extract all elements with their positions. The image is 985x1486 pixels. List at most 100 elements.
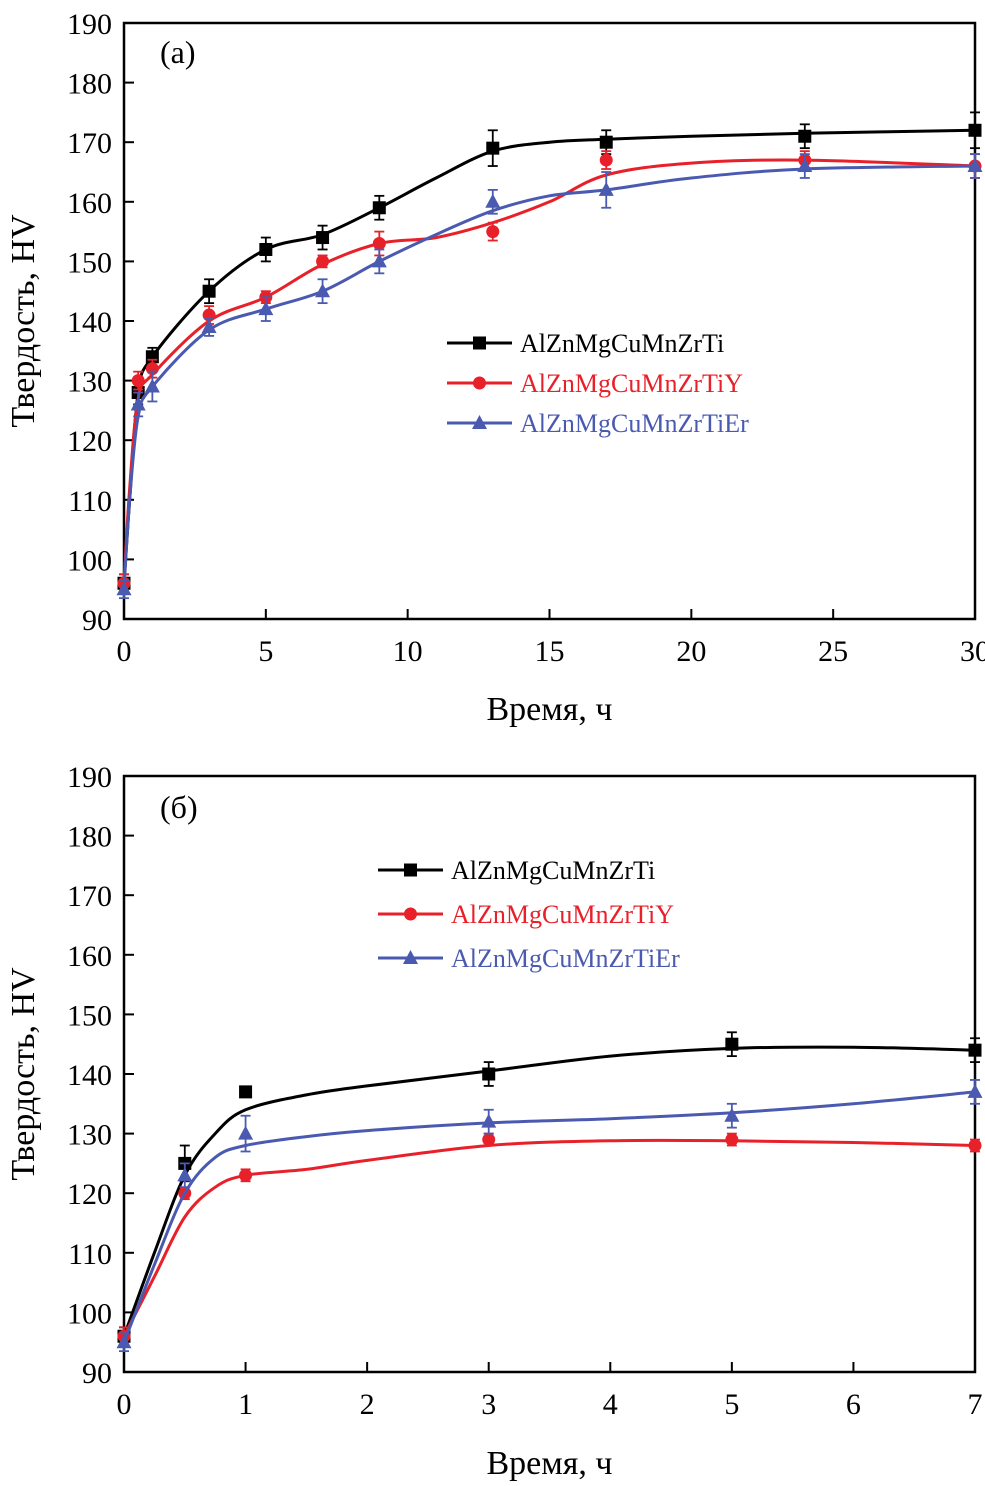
legend-marker xyxy=(472,415,487,429)
y-tick-label: 130 xyxy=(67,366,112,399)
panel-b: 0 1 2 3 4 5 6 7 90 100 110 120 130 140 150 160 170 180 190… xyxy=(5,761,983,1482)
data-point xyxy=(598,181,614,196)
series-1: AlZnMgCuMnZrTi xyxy=(117,856,982,1347)
data-point xyxy=(131,374,145,388)
data-point xyxy=(177,1167,193,1182)
y-axis-title: Твердость, HV xyxy=(5,214,42,428)
x-tick-label: 20 xyxy=(676,635,706,668)
data-point xyxy=(372,237,386,251)
legend-label: AlZnMgCuMnZrTiY xyxy=(520,369,743,398)
data-point xyxy=(372,201,386,215)
data-point xyxy=(725,1133,739,1147)
series-3: AlZnMgCuMnZrTiEr xyxy=(116,153,983,600)
data-point xyxy=(144,378,160,393)
data-point xyxy=(239,1085,253,1099)
y-tick-label: 180 xyxy=(67,821,112,854)
data-point xyxy=(202,284,216,298)
data-point xyxy=(201,318,217,333)
data-point xyxy=(238,1125,254,1140)
series-1: AlZnMgCuMnZrTi xyxy=(117,111,982,594)
data-point xyxy=(798,129,812,143)
data-point xyxy=(259,242,273,256)
data-point xyxy=(130,396,146,411)
x-tick-label: 5 xyxy=(724,1388,739,1421)
x-tick-label: 30 xyxy=(960,635,985,668)
y-tick-label: 140 xyxy=(67,306,112,339)
y-tick-label: 90 xyxy=(82,1357,112,1390)
y-tick-label: 110 xyxy=(68,485,112,518)
x-tick-label: 7 xyxy=(968,1388,983,1421)
legend-label: AlZnMgCuMnZrTiEr xyxy=(520,409,749,438)
legend-label: AlZnMgCuMnZrTiY xyxy=(451,900,674,929)
data-point xyxy=(968,123,982,137)
y-tick-label: 160 xyxy=(67,187,112,220)
data-point xyxy=(486,225,500,239)
y-tick-label: 120 xyxy=(67,1178,112,1211)
data-point xyxy=(481,1113,497,1128)
legend-label: AlZnMgCuMnZrTi xyxy=(451,856,655,885)
y-axis-title: Твердость, HV xyxy=(5,967,42,1181)
x-tick-label: 25 xyxy=(818,635,848,668)
legend-marker xyxy=(473,336,486,350)
legend-label: AlZnMgCuMnZrTi xyxy=(520,329,724,358)
y-tick-label: 150 xyxy=(67,246,112,279)
data-point xyxy=(258,301,274,316)
series-line xyxy=(122,1090,976,1343)
data-point xyxy=(315,283,331,298)
data-point xyxy=(371,253,387,268)
data-point xyxy=(482,1067,496,1081)
y-tick-label: 140 xyxy=(67,1059,112,1092)
data-point xyxy=(316,254,330,268)
y-tick-label: 90 xyxy=(82,604,112,637)
x-tick-label: 2 xyxy=(360,1388,375,1421)
series-line xyxy=(122,1138,976,1337)
data-point xyxy=(116,1334,132,1349)
legend-label: AlZnMgCuMnZrTiEr xyxy=(451,944,680,973)
data-point xyxy=(239,1168,253,1182)
data-point xyxy=(967,158,983,173)
x-axis-title: Время, ч xyxy=(486,691,612,728)
y-tick-label: 100 xyxy=(67,544,112,577)
plot-frame xyxy=(122,21,977,621)
x-tick-label: 1 xyxy=(238,1388,253,1421)
x-tick-label: 0 xyxy=(117,635,132,668)
data-point xyxy=(599,153,613,167)
y-tick-label: 170 xyxy=(67,880,112,913)
y-tick-label: 120 xyxy=(67,425,112,458)
y-tick-label: 150 xyxy=(67,999,112,1032)
y-tick-label: 130 xyxy=(67,1119,112,1152)
x-tick-label: 15 xyxy=(535,635,565,668)
y-tick-label: 100 xyxy=(67,1297,112,1330)
legend-marker xyxy=(404,863,417,877)
legend-marker xyxy=(404,907,417,921)
data-point xyxy=(316,231,330,245)
panel-a: 0 5 10 15 20 25 30 90 100 110 120 130 140 150 160 170 18… xyxy=(5,8,985,728)
data-point xyxy=(116,581,132,596)
series-3: AlZnMgCuMnZrTiEr xyxy=(116,944,983,1353)
data-point xyxy=(797,158,813,173)
data-point xyxy=(725,1037,739,1051)
data-point xyxy=(968,1043,982,1057)
x-tick-label: 4 xyxy=(603,1388,618,1421)
data-point xyxy=(599,135,613,149)
data-point xyxy=(968,1139,982,1153)
data-point xyxy=(485,193,501,208)
y-tick-label: 190 xyxy=(67,761,112,794)
data-point xyxy=(967,1083,983,1098)
y-tick-label: 110 xyxy=(68,1238,112,1271)
x-tick-label: 3 xyxy=(481,1388,496,1421)
x-tick-label: 0 xyxy=(117,1388,132,1421)
legend-marker xyxy=(403,950,418,964)
panel-label: (a) xyxy=(160,34,196,70)
y-tick-label: 180 xyxy=(67,68,112,101)
data-point xyxy=(724,1107,740,1122)
legend-marker xyxy=(473,376,486,390)
panel-label: (б) xyxy=(160,789,198,825)
data-point xyxy=(486,141,500,155)
series-2: AlZnMgCuMnZrTiY xyxy=(117,150,982,594)
y-tick-label: 160 xyxy=(67,940,112,973)
y-tick-label: 170 xyxy=(67,127,112,160)
x-tick-label: 10 xyxy=(393,635,423,668)
data-point xyxy=(482,1133,496,1147)
